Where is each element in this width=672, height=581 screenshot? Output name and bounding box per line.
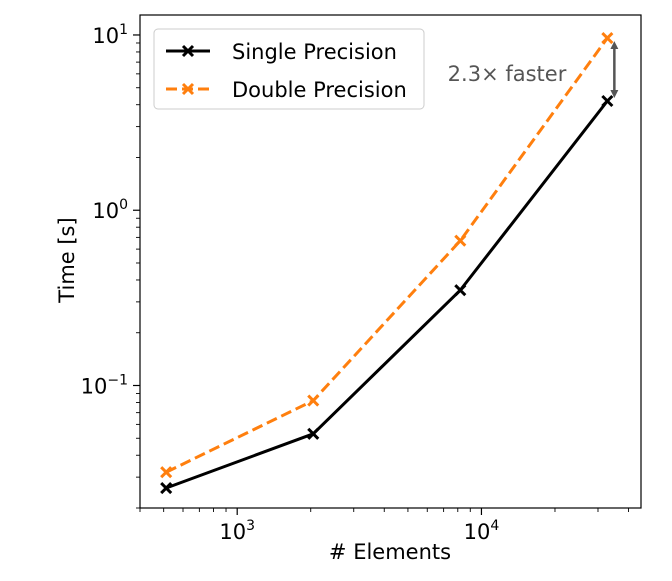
- plot-frame: [139, 14, 642, 509]
- data-point-marker: [454, 234, 467, 247]
- y-axis-label: Time [s]: [55, 217, 79, 303]
- series-layer: [160, 32, 614, 495]
- annotation-layer: 2.3× faster: [448, 41, 619, 99]
- legend-marker: [181, 44, 195, 58]
- y-tick-label: 10−1: [81, 372, 128, 398]
- legend: Single Precision Double Precision: [153, 28, 425, 110]
- x-axis-label: # Elements: [329, 540, 451, 564]
- legend-label: Double Precision: [232, 78, 407, 102]
- legend-box: [153, 28, 425, 110]
- data-point-marker: [454, 284, 467, 297]
- data-point-marker: [307, 427, 320, 440]
- x-tick-label: 104: [464, 518, 500, 544]
- legend-marker: [181, 82, 195, 96]
- series-single-precision: [160, 94, 614, 495]
- legend-item: Double Precision: [166, 78, 407, 102]
- y-tick-label: 100: [92, 197, 128, 223]
- data-point-marker: [160, 466, 173, 479]
- x-tick-label: 103: [219, 518, 255, 544]
- y-axis-ticks: 10−1 100 101: [81, 22, 140, 509]
- x-axis-ticks: 103 104: [139, 508, 629, 544]
- series-line: [165, 100, 609, 490]
- y-tick-label: 101: [92, 22, 128, 48]
- annotation-text: 2.3× faster: [448, 62, 567, 86]
- series-line: [165, 37, 609, 474]
- series-double-precision: [160, 32, 614, 479]
- data-point-marker: [160, 481, 173, 495]
- data-point-marker: [307, 394, 320, 407]
- legend-label: Single Precision: [232, 40, 397, 64]
- legend-item: Single Precision: [166, 40, 397, 64]
